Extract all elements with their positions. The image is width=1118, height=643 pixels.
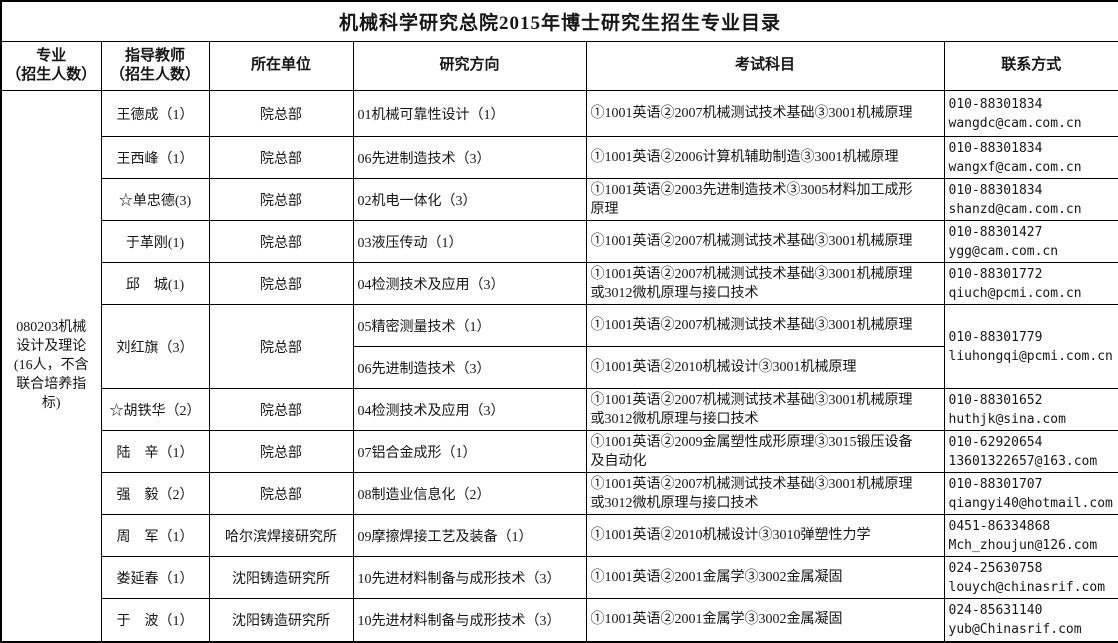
unit-cell: 院总部 (208, 178, 354, 221)
table-row: 周 军（1） 哈尔滨焊接研究所 09摩擦焊接工艺及装备（1） ①1001英语②2010… (1, 514, 1118, 557)
direction-cell: 05精密测量技术（1） (352, 304, 587, 347)
column-header-major: 专业 （招生人数） (0, 41, 102, 91)
exam-cell: ①1001英语②2007机械测试技术基础③3001机械原理 (585, 220, 945, 263)
table-row: 于革刚(1) 院总部 03液压传动（1） ①1001英语②2007机械测试技术基础③3… (1, 220, 1118, 263)
unit-cell: 院总部 (208, 430, 354, 473)
unit-cell: 哈尔滨焊接研究所 (208, 514, 354, 557)
exam-cell: ①1001英语②2010机械设计③3010弹塑性力学 (585, 514, 945, 557)
teacher-cell: 邱 城(1) (100, 262, 210, 305)
header-row: 专业 （招生人数） 指导教师 （招生人数） 所在单位 研究方向 考试科目 联系方… (0, 41, 1118, 91)
table-row: 邱 城(1) 院总部 04检测技术及应用（3） ①1001英语②2007机械测试技术基… (1, 262, 1118, 305)
table-row: 刘红旗（3） 院总部 05精密测量技术（1） ①1001英语②2007机械测试技术基础… (1, 304, 1118, 389)
teacher-cell: 娄延春（1） (100, 556, 210, 599)
direction-cell: 02机电一体化（3） (352, 178, 587, 221)
table-row: 王西峰（1） 院总部 06先进制造技术（3） ①1001英语②2006计算机辅助制造③… (1, 136, 1118, 179)
direction-cell: 10先进材料制备与成形技术（3） (352, 598, 587, 642)
teacher-cell: 陆 辛（1） (100, 430, 210, 473)
teacher-cell: 于革刚(1) (100, 220, 210, 263)
exam-cell: ①1001英语②2001金属学③3002金属凝固 (585, 556, 945, 599)
table-body: 080203机械 设计及理论 (16人，不含 联合培养指 标) 王德成（1） 院总部… (0, 90, 1118, 642)
unit-cell: 院总部 (208, 388, 354, 431)
exam-cell: ①1001英语②2006计算机辅助制造③3001机械原理 (585, 136, 945, 179)
exam-cell: ①1001英语②2007机械测试技术基础③3001机械原理 (585, 90, 945, 137)
contact-cell: 0451-86334868 Mch_zhoujun@126.com (943, 514, 1118, 557)
exam-cell: ①1001英语②2007机械测试技术基础③3001机械原理 或3012微机原理与… (585, 472, 945, 515)
contact-cell: 010-88301652 huthjk@sina.com (943, 388, 1118, 431)
contact-cell: 024-25630758 louych@chinasrif.com (943, 556, 1118, 599)
column-header-unit: 所在单位 (208, 41, 354, 91)
direction-cell: 07铝合金成形（1） (352, 430, 587, 473)
column-header-contact: 联系方式 (943, 41, 1118, 91)
contact-cell: 010-88301427 ygg@cam.com.cn (943, 220, 1118, 263)
exam-cell: ①1001英语②2007机械测试技术基础③3001机械原理 或3012微机原理与… (585, 388, 945, 431)
exam-cell: ①1001英语②2009金属塑性成形原理③3015锻压设备 及自动化 (585, 430, 945, 473)
contact-cell: 010-88301707 qiangyi40@hotmail.com (943, 472, 1118, 515)
teacher-cell: 刘红旗（3） (100, 304, 210, 389)
table-row: 080203机械 设计及理论 (16人，不含 联合培养指 标) 王德成（1） 院总部… (0, 90, 1118, 642)
contact-cell: 010-88301772 qiuch@pcmi.com.cn (943, 262, 1118, 305)
table-row: 陆 辛（1） 院总部 07铝合金成形（1） ①1001英语②2009金属塑性成形原理③… (1, 430, 1118, 473)
exam-cell: ①1001英语②2007机械测试技术基础③3001机械原理 或3012微机原理与… (585, 262, 945, 305)
column-header-teacher: 指导教师 （招生人数） (100, 41, 210, 91)
contact-cell: 010-88301834 wangxf@cam.com.cn (943, 136, 1118, 179)
teacher-cell: 周 军（1） (100, 514, 210, 557)
unit-cell: 沈阳铸造研究所 (208, 556, 354, 599)
direction-cell: 09摩擦焊接工艺及装备（1） (352, 514, 587, 557)
unit-cell: 沈阳铸造研究所 (208, 598, 354, 642)
exam-cell: ①1001英语②2001金属学③3002金属凝固 (585, 598, 945, 642)
exam-cell: ①1001英语②2007机械测试技术基础③3001机械原理 (585, 304, 945, 347)
table-row: ☆单忠德(3) 院总部 02机电一体化（3） ①1001英语②2003先进制造技术③3… (1, 178, 1118, 221)
exam-cell: ①1001英语②2010机械设计③3001机械原理 (585, 346, 945, 389)
unit-cell: 院总部 (208, 262, 354, 305)
teacher-cell: ☆单忠德(3) (100, 178, 210, 221)
table-row: 强 毅（2） 院总部 08制造业信息化（2） ①1001英语②2007机械测试技术基础… (1, 472, 1118, 515)
contact-cell: 010-62920654 13601322657@163.com (943, 430, 1118, 473)
direction-cell: 04检测技术及应用（3） (352, 388, 587, 431)
teacher-cell: ☆胡铁华（2） (100, 388, 210, 431)
major-cell: 080203机械 设计及理论 (16人，不含 联合培养指 标) (0, 90, 102, 642)
contact-cell: 010-88301779 liuhongqi@pcmi.com.cn (943, 304, 1118, 389)
teacher-cell: 王德成（1） (100, 90, 210, 137)
direction-cell: 04检测技术及应用（3） (352, 262, 587, 305)
direction-cell: 03液压传动（1） (352, 220, 587, 263)
unit-cell: 院总部 (208, 90, 354, 137)
teacher-cell: 强 毅（2） (100, 472, 210, 515)
contact-cell: 024-85631140 yub@Chinasrif.com (943, 598, 1118, 642)
column-header-exam: 考试科目 (585, 41, 945, 91)
title-row: 机械科学研究总院2015年博士研究生招生专业目录 (0, 0, 1118, 42)
teacher-cell: 王西峰（1） (100, 136, 210, 179)
direction-cell: 01机械可靠性设计（1） (352, 90, 587, 137)
contact-cell: 010-88301834 wangdc@cam.com.cn (943, 90, 1118, 137)
page-title: 机械科学研究总院2015年博士研究生招生专业目录 (0, 0, 1118, 42)
direction-cell: 10先进材料制备与成形技术（3） (352, 556, 587, 599)
table-row: 娄延春（1） 沈阳铸造研究所 10先进材料制备与成形技术（3） ①1001英语②200… (1, 556, 1118, 599)
unit-cell: 院总部 (208, 136, 354, 179)
unit-cell: 院总部 (208, 304, 354, 389)
unit-cell: 院总部 (208, 220, 354, 263)
contact-cell: 010-88301834 shanzd@cam.com.cn (943, 178, 1118, 221)
direction-cell: 08制造业信息化（2） (352, 472, 587, 515)
exam-cell: ①1001英语②2003先进制造技术③3005材料加工成形 原理 (585, 178, 945, 221)
teacher-cell: 于 波（1） (100, 598, 210, 642)
unit-cell: 院总部 (208, 472, 354, 515)
table-row: 于 波（1） 沈阳铸造研究所 10先进材料制备与成形技术（3） ①1001英语②200… (1, 598, 1118, 642)
table-row: ☆胡铁华（2） 院总部 04检测技术及应用（3） ①1001英语②2007机械测试技术… (1, 388, 1118, 431)
direction-cell: 06先进制造技术（3） (352, 136, 587, 179)
column-header-direction: 研究方向 (352, 41, 587, 91)
table-row: 06先进制造技术（3） ①1001英语②2010机械设计③3001机械原理 (1, 346, 1118, 389)
direction-cell: 06先进制造技术（3） (352, 346, 587, 389)
